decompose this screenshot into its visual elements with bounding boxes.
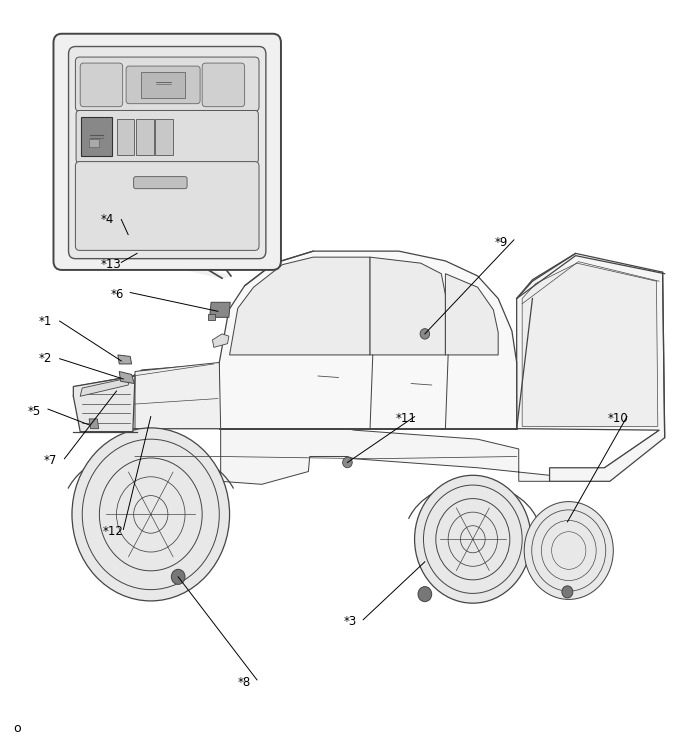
Text: *8: *8 — [238, 676, 251, 689]
Circle shape — [418, 587, 431, 602]
Polygon shape — [230, 257, 370, 355]
FancyBboxPatch shape — [76, 110, 259, 163]
Polygon shape — [370, 257, 445, 355]
FancyBboxPatch shape — [141, 72, 185, 97]
FancyBboxPatch shape — [126, 66, 200, 103]
Text: *6: *6 — [111, 288, 125, 301]
Polygon shape — [118, 355, 131, 364]
Circle shape — [562, 586, 573, 598]
FancyBboxPatch shape — [116, 119, 134, 155]
Polygon shape — [149, 261, 231, 278]
Text: o: o — [14, 722, 21, 735]
Polygon shape — [74, 376, 135, 432]
Polygon shape — [445, 274, 498, 355]
Polygon shape — [210, 302, 230, 317]
Circle shape — [171, 569, 185, 584]
Circle shape — [524, 501, 613, 599]
FancyBboxPatch shape — [133, 177, 187, 189]
FancyBboxPatch shape — [69, 47, 266, 259]
FancyBboxPatch shape — [202, 63, 245, 106]
Circle shape — [72, 428, 230, 601]
Text: *7: *7 — [44, 454, 57, 467]
Polygon shape — [208, 313, 215, 319]
Text: *10: *10 — [608, 412, 629, 425]
FancyBboxPatch shape — [81, 117, 112, 156]
FancyBboxPatch shape — [155, 119, 173, 155]
Polygon shape — [89, 419, 98, 429]
Polygon shape — [80, 378, 130, 396]
Polygon shape — [119, 371, 134, 384]
Circle shape — [420, 328, 429, 339]
Polygon shape — [219, 251, 517, 429]
FancyBboxPatch shape — [76, 57, 259, 111]
FancyBboxPatch shape — [80, 63, 122, 106]
Text: *5: *5 — [28, 405, 41, 418]
FancyBboxPatch shape — [89, 139, 98, 146]
FancyBboxPatch shape — [76, 162, 259, 251]
Polygon shape — [517, 254, 665, 481]
Polygon shape — [74, 364, 219, 429]
FancyBboxPatch shape — [136, 119, 153, 155]
Circle shape — [343, 458, 352, 468]
Polygon shape — [522, 263, 658, 427]
Text: *2: *2 — [39, 352, 52, 365]
Polygon shape — [213, 334, 229, 347]
Polygon shape — [221, 429, 550, 484]
Text: *11: *11 — [396, 412, 416, 425]
Text: *9: *9 — [495, 236, 508, 248]
Text: *12: *12 — [103, 525, 124, 538]
Text: *4: *4 — [100, 213, 114, 226]
Polygon shape — [135, 362, 221, 429]
Circle shape — [415, 476, 531, 603]
Text: *13: *13 — [100, 258, 122, 271]
Text: *3: *3 — [344, 615, 357, 628]
Text: *1: *1 — [39, 315, 52, 328]
FancyBboxPatch shape — [54, 34, 281, 270]
